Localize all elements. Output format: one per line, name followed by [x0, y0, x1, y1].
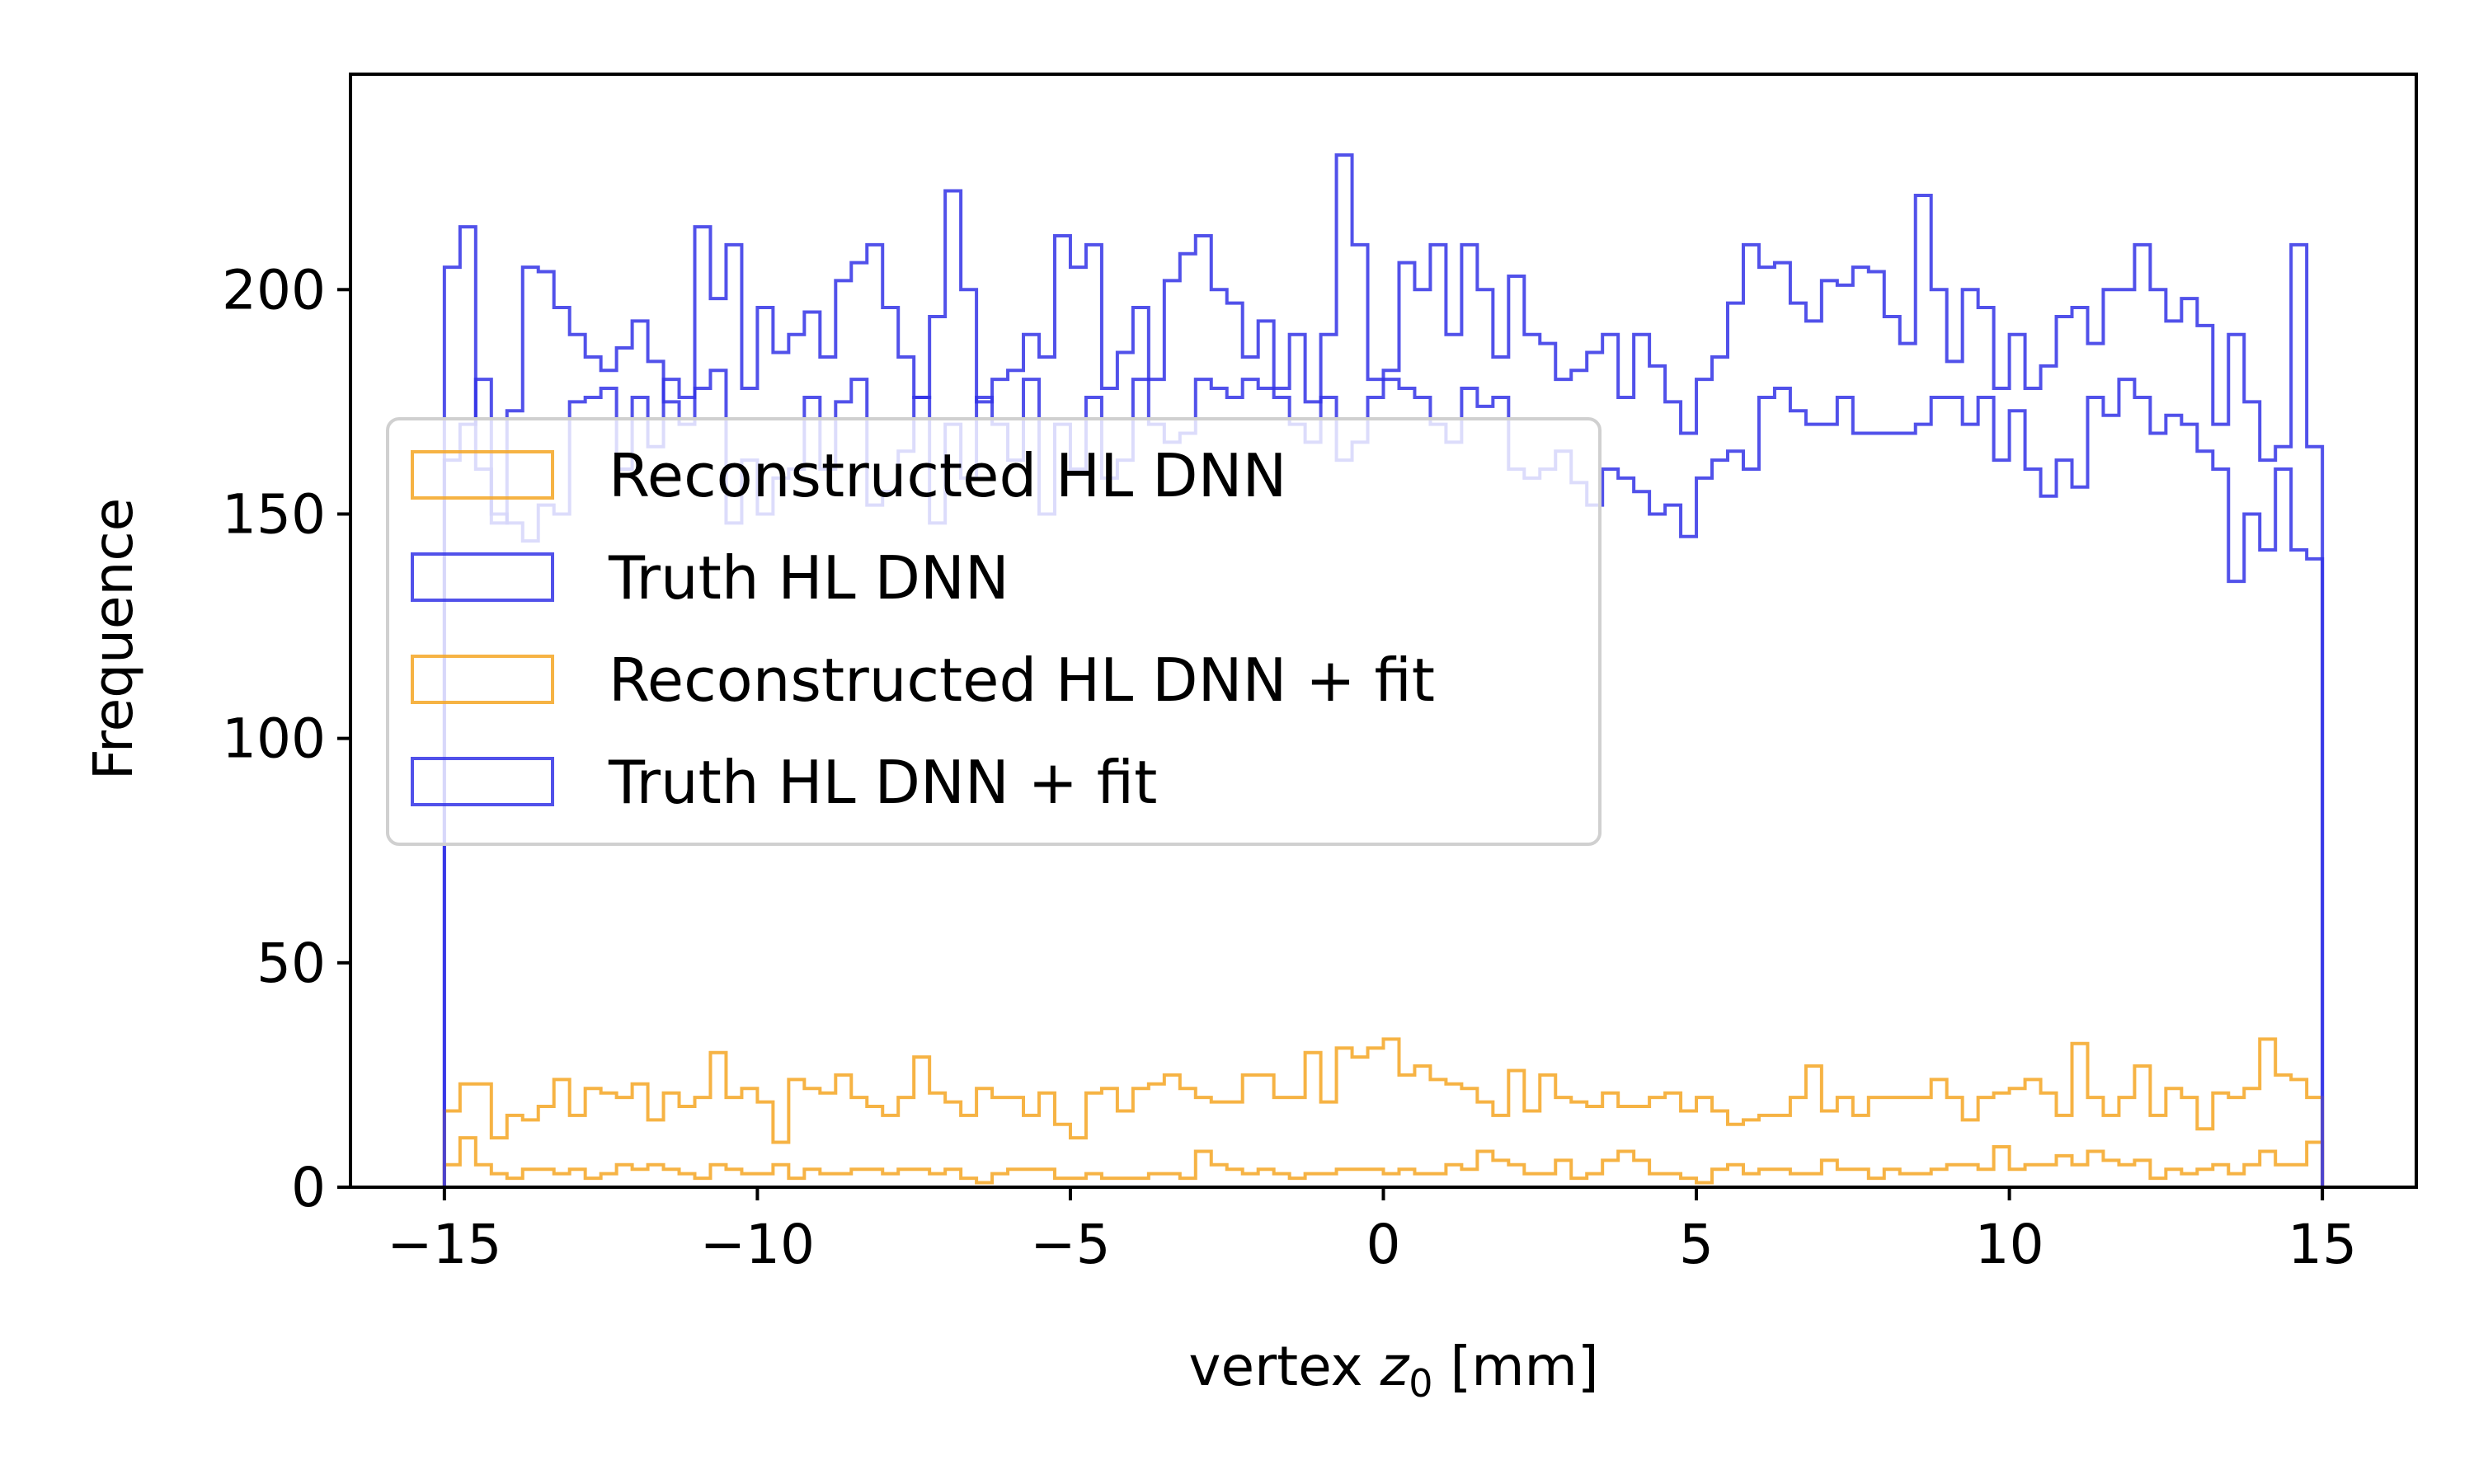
x-tick-label: −15: [387, 1213, 501, 1276]
histogram-series-1: [442, 1136, 2325, 1187]
legend-box: [386, 417, 1602, 846]
legend-swatch: [411, 450, 554, 500]
y-tick-label: 150: [222, 482, 326, 546]
y-tick-label: 200: [222, 258, 326, 322]
x-tick-label: 10: [1975, 1213, 2044, 1276]
legend-swatch: [411, 552, 554, 602]
x-axis: −15 −10 −5 0 5 10 15: [387, 1187, 2357, 1276]
y-axis: 0 50 100 150 200: [222, 258, 350, 1219]
legend-label: Reconstructed HL DNN + fit: [609, 646, 1435, 715]
x-axis-label: vertex z0 [mm]: [1188, 1335, 1598, 1406]
histogram-series-3: [442, 1037, 2325, 1187]
legend-label: Reconstructed HL DNN: [609, 441, 1286, 510]
x-tick-label: −10: [700, 1213, 815, 1276]
legend: Reconstructed HL DNN Truth HL DNN Reconstr…: [386, 417, 1602, 846]
legend-swatch: [411, 757, 554, 806]
x-tick-label: 5: [1679, 1213, 1714, 1276]
x-tick-label: 15: [2288, 1213, 2357, 1276]
legend-swatch: [411, 655, 554, 704]
legend-label: Truth HL DNN: [608, 543, 1009, 613]
x-tick-label: −5: [1030, 1213, 1110, 1276]
y-axis-label: Frequence: [82, 498, 145, 781]
y-tick-label: 100: [222, 707, 326, 771]
legend-label: Truth HL DNN + fit: [608, 748, 1157, 817]
histogram-series-4: [442, 153, 2325, 1187]
x-tick-label: 0: [1366, 1213, 1401, 1276]
y-tick-label: 0: [291, 1156, 326, 1219]
y-tick-label: 50: [256, 932, 326, 995]
